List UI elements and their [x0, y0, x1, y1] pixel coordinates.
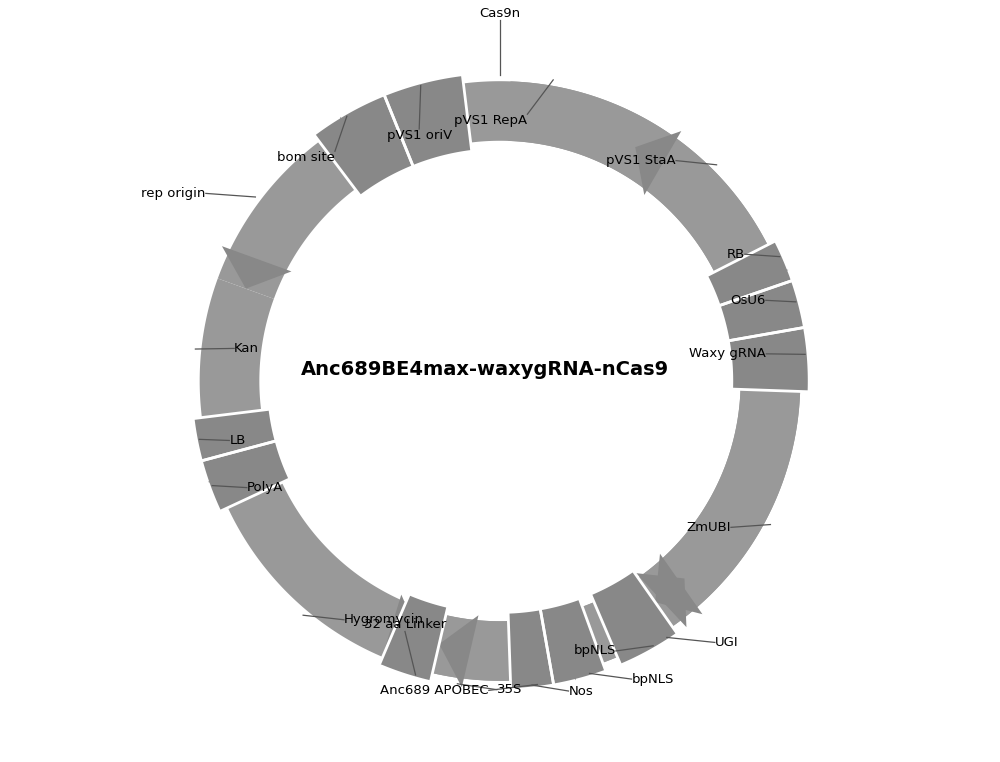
Text: Cas9n: Cas9n: [479, 7, 521, 20]
Polygon shape: [591, 572, 677, 664]
Text: Anc689 APOBEC: Anc689 APOBEC: [380, 684, 489, 697]
Polygon shape: [222, 246, 291, 289]
Polygon shape: [720, 281, 803, 341]
Polygon shape: [638, 389, 800, 626]
Text: 32 aa Linker: 32 aa Linker: [364, 619, 446, 632]
Polygon shape: [508, 610, 553, 688]
Polygon shape: [439, 615, 478, 687]
Polygon shape: [550, 611, 593, 680]
Polygon shape: [582, 557, 705, 663]
Text: PolyA: PolyA: [247, 481, 283, 494]
Polygon shape: [195, 409, 275, 460]
Polygon shape: [380, 595, 448, 680]
Polygon shape: [412, 610, 510, 680]
Polygon shape: [315, 96, 413, 195]
Text: Hygromycin: Hygromycin: [344, 613, 424, 626]
Polygon shape: [218, 142, 355, 299]
Polygon shape: [730, 328, 808, 392]
Text: LB: LB: [229, 434, 246, 447]
Polygon shape: [380, 594, 421, 665]
Text: bpNLS: bpNLS: [573, 645, 616, 658]
Text: OsU6: OsU6: [730, 294, 766, 307]
Text: Waxy gRNA: Waxy gRNA: [689, 347, 766, 360]
Polygon shape: [722, 258, 788, 303]
Polygon shape: [203, 441, 289, 511]
Text: UGI: UGI: [715, 636, 738, 649]
Text: pVS1 StaA: pVS1 StaA: [606, 154, 676, 167]
Polygon shape: [540, 600, 605, 684]
Polygon shape: [208, 450, 275, 495]
Polygon shape: [228, 482, 430, 668]
Text: pVS1 oriV: pVS1 oriV: [387, 129, 452, 142]
Text: pVS1 RepA: pVS1 RepA: [454, 114, 527, 127]
Polygon shape: [635, 131, 681, 195]
Polygon shape: [463, 82, 650, 173]
Text: bom site: bom site: [277, 151, 335, 165]
Polygon shape: [337, 117, 385, 176]
Text: Kan: Kan: [234, 342, 259, 355]
Text: ZmUBI: ZmUBI: [686, 521, 731, 534]
Polygon shape: [200, 278, 274, 418]
Polygon shape: [508, 82, 800, 600]
Text: rep origin: rep origin: [141, 187, 206, 200]
Text: RB: RB: [727, 248, 745, 261]
Polygon shape: [655, 554, 702, 614]
Text: bpNLS: bpNLS: [632, 673, 674, 686]
Text: Anc689BE4max-waxygRNA-nCas9: Anc689BE4max-waxygRNA-nCas9: [301, 360, 669, 379]
Text: 35S: 35S: [497, 684, 522, 696]
Polygon shape: [620, 121, 768, 272]
Text: Nos: Nos: [568, 684, 593, 697]
Polygon shape: [708, 242, 791, 306]
Polygon shape: [636, 573, 686, 627]
Polygon shape: [385, 76, 472, 165]
Polygon shape: [432, 602, 617, 680]
